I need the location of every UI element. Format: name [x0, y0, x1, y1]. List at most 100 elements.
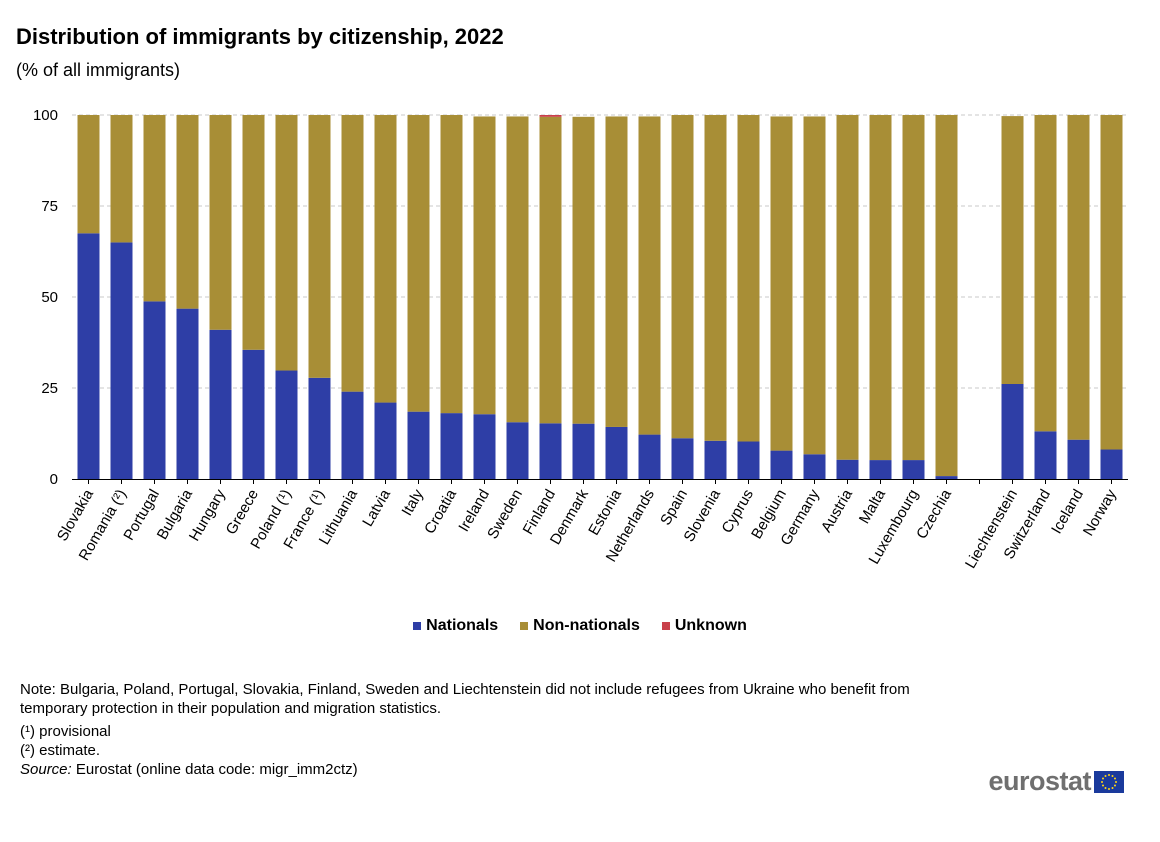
bar-non-nationals	[407, 115, 430, 412]
bar-nationals	[605, 426, 628, 479]
bar-non-nationals	[935, 115, 958, 477]
bar-nationals	[638, 434, 661, 479]
bar-non-nationals	[440, 115, 463, 414]
bar-non-nationals	[110, 115, 133, 243]
chart-title: Distribution of immigrants by citizenshi…	[16, 24, 504, 49]
bar-nationals	[803, 454, 826, 479]
bar-non-nationals	[803, 116, 826, 455]
bar-non-nationals	[869, 115, 892, 461]
note-text: Note: Bulgaria, Poland, Portugal, Slovak…	[20, 681, 910, 717]
legend-label-nationals: Nationals	[426, 617, 499, 634]
eurostat-logo: eurostat	[988, 766, 1124, 797]
bar-non-nationals	[638, 116, 661, 435]
bar-non-nationals	[836, 115, 859, 460]
bar-non-nationals	[572, 116, 595, 424]
bar-nationals	[341, 391, 364, 479]
bar-nationals	[209, 329, 232, 479]
bar-non-nationals	[275, 115, 298, 371]
eu-flag-icon	[1094, 770, 1124, 793]
bar-non-nationals	[737, 115, 760, 442]
logo-text: eurostat	[988, 766, 1091, 796]
bar-non-nationals	[77, 115, 100, 234]
bar-nationals	[1100, 449, 1123, 479]
y-tick-label: 0	[50, 471, 58, 488]
y-tick-label: 75	[41, 198, 58, 215]
bar-non-nationals	[1001, 116, 1024, 384]
bar-non-nationals	[539, 116, 562, 424]
bar-nationals	[836, 459, 859, 479]
bar-nationals	[1001, 383, 1024, 479]
bar-non-nationals	[506, 116, 529, 423]
bar-unknown	[539, 115, 562, 117]
y-tick-label: 25	[41, 380, 58, 397]
bar-nationals	[440, 413, 463, 479]
bar-nationals	[572, 423, 595, 479]
source-line: Source: Eurostat (online data code: migr…	[20, 760, 920, 779]
bar-non-nationals	[209, 115, 232, 330]
bar-non-nationals	[242, 115, 265, 350]
legend-item-nationals: Nationals	[413, 617, 498, 635]
bars	[77, 115, 1123, 479]
bar-non-nationals	[143, 115, 166, 302]
bar-nationals	[473, 414, 496, 479]
legend-swatch-non-nationals	[520, 622, 529, 630]
bar-non-nationals	[704, 115, 727, 441]
x-tick-label: Malta	[856, 486, 889, 527]
bar-non-nationals	[902, 115, 925, 461]
bar-non-nationals	[671, 115, 694, 439]
x-tick-label: Latvia	[359, 486, 394, 530]
bar-nationals	[1034, 431, 1057, 479]
chart-subtitle: (% of all immigrants)	[16, 60, 181, 80]
bar-nationals	[671, 438, 694, 479]
bar-non-nationals	[473, 116, 496, 415]
x-tick-label: Croatia	[421, 486, 460, 537]
bar-non-nationals	[341, 115, 364, 392]
bar-nationals	[869, 460, 892, 479]
bar-nationals	[242, 349, 265, 479]
bar-nationals	[935, 476, 958, 479]
bar-nationals	[275, 370, 298, 479]
bar-nationals	[770, 450, 793, 479]
bar-non-nationals	[308, 115, 331, 378]
bar-non-nationals	[770, 116, 793, 451]
bar-non-nationals	[605, 116, 628, 427]
x-tick-label: Spain	[657, 487, 691, 529]
bar-non-nationals	[1034, 115, 1057, 432]
bar-non-nationals	[176, 115, 199, 309]
legend-swatch-unknown	[661, 622, 670, 630]
bar-nationals	[902, 460, 925, 479]
bar-nationals	[1067, 439, 1090, 479]
footnote-provisional: (¹) provisional	[20, 723, 111, 740]
footnote-estimate: (²) estimate.	[20, 742, 101, 759]
y-tick-label: 100	[33, 107, 58, 124]
bar-nationals	[506, 422, 529, 479]
bar-non-nationals	[1100, 115, 1123, 450]
bar-nationals	[143, 301, 166, 479]
x-tick-label: Italy	[398, 486, 427, 519]
bar-nationals	[110, 242, 133, 479]
source-label: Source:	[20, 761, 72, 778]
x-tick-label: Norway	[1080, 486, 1120, 539]
bar-nationals	[737, 441, 760, 479]
notes: Note: Bulgaria, Poland, Portugal, Slovak…	[20, 680, 920, 779]
bar-non-nationals	[1067, 115, 1090, 440]
legend-label-non-nationals: Non-nationals	[533, 617, 640, 634]
axes: 0 25 50 75 100	[33, 107, 1128, 488]
y-tick-label: 50	[41, 289, 58, 306]
source-text: Eurostat (online data code: migr_imm2ctz…	[71, 761, 358, 778]
legend-item-unknown: Unknown	[661, 617, 747, 635]
bar-nationals	[77, 233, 100, 479]
bar-nationals	[176, 308, 199, 479]
legend-item-non-nationals: Non-nationals	[520, 617, 640, 635]
legend: Nationals Non-nationals Unknown	[0, 617, 1160, 635]
legend-label-unknown: Unknown	[674, 617, 747, 634]
bar-nationals	[704, 440, 727, 479]
bar-nationals	[308, 377, 331, 479]
bar-non-nationals	[374, 115, 397, 403]
x-tick-label: Austria	[818, 486, 856, 535]
bar-nationals	[407, 411, 430, 479]
bar-nationals	[539, 423, 562, 479]
legend-swatch-nationals	[413, 622, 422, 630]
